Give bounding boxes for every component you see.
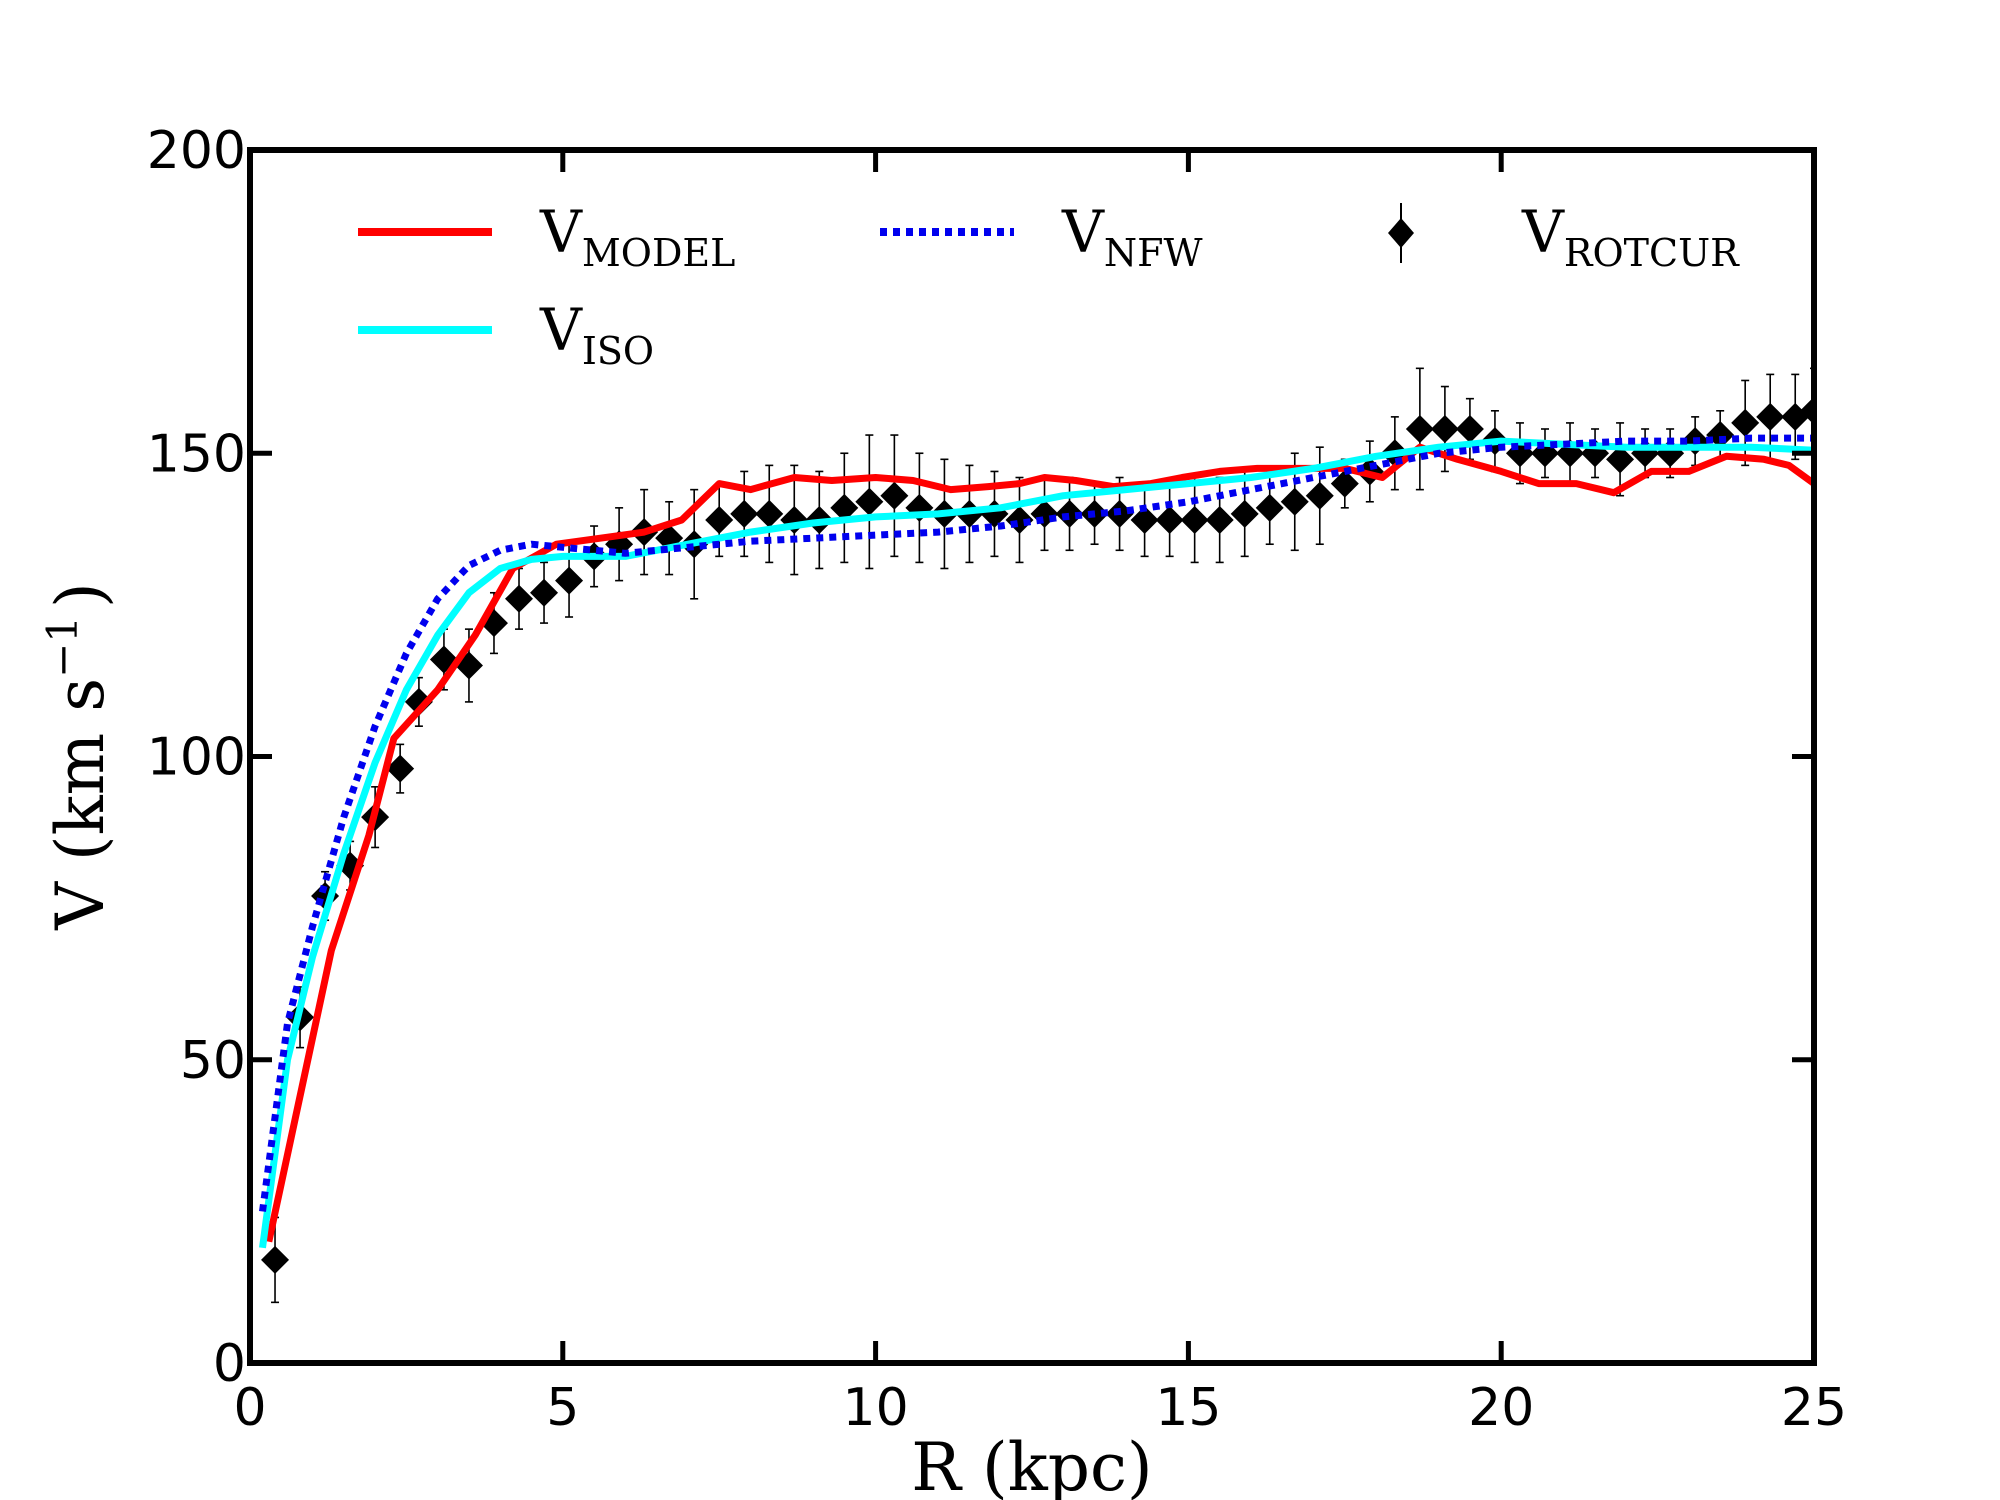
rotcur-point: [1280, 487, 1309, 516]
rotcur-point: [1455, 414, 1484, 443]
rotcur-point: [505, 584, 534, 613]
rotcur-point: [555, 566, 584, 595]
model-lines: [259, 434, 1814, 1249]
rotcur-point: [1606, 445, 1635, 474]
rotcur-markers: [261, 396, 1814, 1274]
legend: VMODEL VNFW VROTCUR VISO: [358, 198, 1740, 373]
rotcur-point: [386, 754, 415, 783]
rotcur-point: [880, 481, 909, 510]
legend-nfw-main: V: [1061, 198, 1105, 266]
axis-ticks: 0 5 10 15 20 25 0 50 100 150 200: [147, 121, 1847, 1438]
y-tick-label: 100: [147, 728, 246, 788]
rotcur-point: [1255, 493, 1284, 522]
rotcur-point: [1055, 499, 1084, 528]
rotcur-point: [261, 1245, 290, 1274]
y-tick-label: 150: [147, 424, 246, 484]
legend-model-main: V: [539, 198, 583, 266]
y-tick-label: 0: [213, 1334, 246, 1394]
x-tick-label: 15: [1155, 1378, 1221, 1438]
plot-data-layer: [259, 367, 1814, 1304]
rotcur-point: [404, 687, 433, 716]
x-axis-label: R (kpc): [911, 1429, 1152, 1500]
rotcur-point: [1800, 396, 1814, 425]
rotcur-point: [1205, 505, 1234, 534]
rotcur-point: [1430, 414, 1459, 443]
rotcur-point: [1180, 505, 1209, 534]
legend-iso-main: V: [539, 296, 583, 364]
y-axis-label: V (km s−1): [38, 582, 119, 931]
rotcur-point: [1230, 499, 1259, 528]
rotcur-point: [1731, 408, 1760, 437]
rotcur-point: [1330, 469, 1359, 498]
legend-rotcur-main: V: [1521, 198, 1565, 266]
y-axis-label-sup: −1: [38, 616, 87, 678]
legend-rotcur-sub: ROTCUR: [1564, 231, 1740, 275]
rotcur-point: [855, 487, 884, 516]
legend-label-model: VMODEL: [539, 198, 735, 275]
y-tick-label: 50: [180, 1031, 246, 1091]
rotcur-point: [730, 499, 759, 528]
x-tick-label: 10: [843, 1378, 909, 1438]
y-axis-label-main: V (km s: [42, 678, 119, 931]
legend-swatch-rotcur-marker: [1388, 218, 1414, 248]
legend-model-sub: MODEL: [582, 231, 736, 275]
y-tick-label: 200: [147, 121, 246, 181]
legend-iso-sub: ISO: [582, 329, 654, 373]
legend-label-iso: VISO: [539, 296, 654, 373]
series-line-v-iso: [259, 437, 1814, 1249]
rotcur-point: [905, 493, 934, 522]
legend-label-rotcur: VROTCUR: [1521, 198, 1740, 275]
series-line-v-nfw: [259, 434, 1814, 1212]
rotcur-point: [530, 578, 559, 607]
rotcur-point: [830, 493, 859, 522]
rotcur-point: [1756, 402, 1785, 431]
legend-label-nfw: VNFW: [1061, 198, 1203, 275]
x-tick-label: 0: [233, 1378, 266, 1438]
rotcur-point: [705, 505, 734, 534]
rotcur-point: [1305, 481, 1334, 510]
rotcur-point: [1405, 414, 1434, 443]
y-axis-label-close: ): [42, 582, 119, 608]
rotcur-point: [755, 499, 784, 528]
legend-nfw-sub: NFW: [1104, 231, 1203, 275]
x-tick-label: 25: [1781, 1378, 1847, 1438]
x-tick-label: 5: [546, 1378, 579, 1438]
x-tick-label: 20: [1468, 1378, 1534, 1438]
rotcur-point: [1130, 505, 1159, 534]
rotcur-point: [980, 499, 1009, 528]
rotcur-point: [1155, 505, 1184, 534]
